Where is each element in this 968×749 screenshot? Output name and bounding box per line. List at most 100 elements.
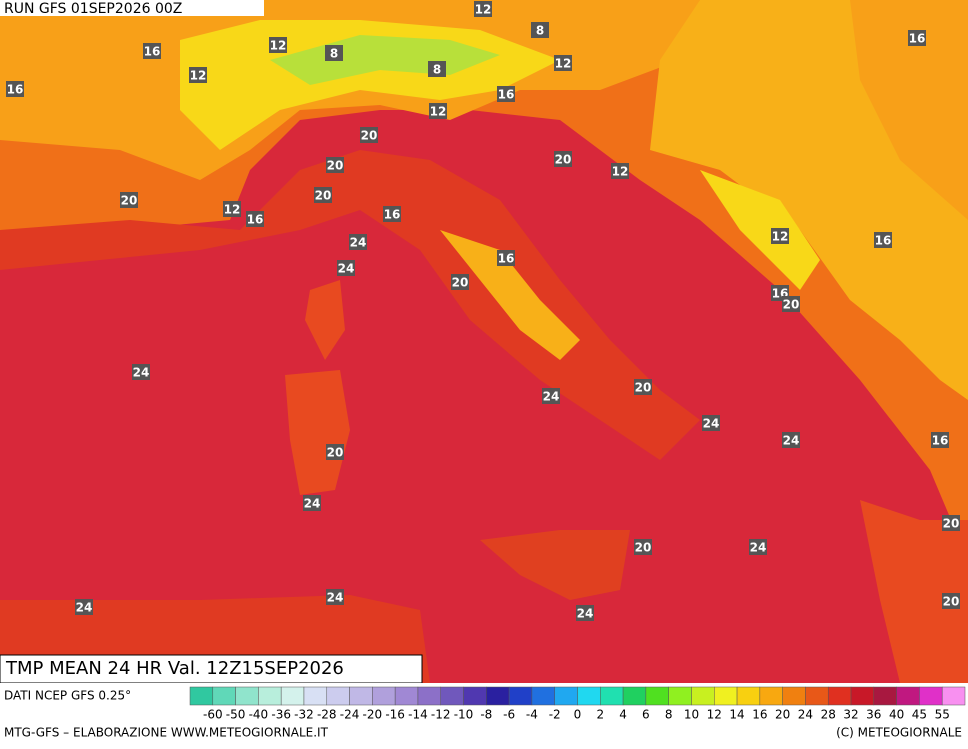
colorbar-label: -10	[454, 708, 474, 722]
contour-label: 20	[943, 595, 960, 609]
colorbar-label: -6	[503, 708, 515, 722]
temperature-fields	[0, 0, 968, 683]
contour-label: 16	[247, 213, 264, 227]
contour-label-box	[6, 81, 24, 97]
colorbar-label: 55	[935, 708, 950, 722]
field-title: TMP MEAN 24 HR Val. 12Z15SEP2026	[5, 658, 344, 679]
contour-label: 12	[612, 165, 629, 179]
colorbar-swatch	[212, 686, 236, 706]
colorbar-label: -8	[480, 708, 492, 722]
colorbar-swatch	[850, 686, 875, 706]
contour-label-box	[874, 232, 892, 248]
contour-label-box	[303, 495, 321, 511]
contour-label: 8	[433, 63, 441, 77]
contour-label: 24	[543, 390, 560, 404]
colorbar-label: -2	[549, 708, 561, 722]
colorbar-swatch	[805, 686, 829, 706]
colorbar-swatch	[440, 686, 464, 706]
colorbar-label: -32	[294, 708, 314, 722]
colorbar-swatch	[189, 686, 214, 706]
contour-label-box	[383, 206, 401, 222]
contour-label-box	[189, 67, 207, 83]
colorbar-label: -16	[385, 708, 405, 722]
contour-label: 12	[475, 3, 492, 17]
contour-label: 12	[430, 105, 447, 119]
contour-label-box	[782, 296, 800, 312]
colorbar-swatch	[486, 686, 510, 706]
colorbar-label: 14	[729, 708, 744, 722]
contour-label-box	[576, 605, 594, 621]
contour-label-box	[542, 388, 560, 404]
colorbar-swatch	[280, 686, 305, 706]
contour-label: 20	[635, 381, 652, 395]
colorbar-label: 20	[775, 708, 790, 722]
contour-label: 16	[498, 88, 515, 102]
colorbar-label: -12	[431, 708, 451, 722]
colorbar-swatch	[508, 686, 533, 706]
contour-label-box	[702, 415, 720, 431]
colorbar-label: 16	[752, 708, 767, 722]
contour-label-box	[314, 187, 332, 203]
contour-label: 16	[7, 83, 24, 97]
contour-label: 20	[452, 276, 469, 290]
contour-label-box	[749, 539, 767, 555]
colorbar-swatch	[577, 686, 601, 706]
colorbar-label: 0	[574, 708, 582, 722]
contour-label: 16	[498, 252, 515, 266]
header-box	[0, 0, 264, 16]
contour-label-box	[143, 43, 161, 59]
contour-label: 20	[121, 194, 138, 208]
contour-label-box	[132, 364, 150, 380]
contour-label: 20	[327, 446, 344, 460]
colorbar-swatch	[417, 686, 441, 706]
contour-label: 24	[577, 607, 594, 621]
colorbar-swatch	[759, 686, 783, 706]
contour-label: 20	[943, 517, 960, 531]
colorbar-label: -28	[317, 708, 337, 722]
colorbar-swatch	[896, 686, 920, 706]
contour-label: 20	[315, 189, 332, 203]
colorbar-label: 36	[866, 708, 881, 722]
contour-label-box	[246, 211, 264, 227]
contour-label: 20	[555, 153, 572, 167]
colorbar-swatch	[554, 686, 578, 706]
colorbar-label: -50	[226, 708, 246, 722]
contour-label-box	[531, 22, 549, 38]
colorbar-swatch	[235, 686, 259, 706]
contour-label-box	[325, 45, 343, 61]
contour-label-box	[474, 1, 492, 17]
contour-label: 12	[224, 203, 241, 217]
colorbar-label: 24	[798, 708, 813, 722]
contour-label-box	[931, 432, 949, 448]
contour-label-box	[942, 593, 960, 609]
contour-label: 24	[133, 366, 150, 380]
colorbar-label: -40	[249, 708, 269, 722]
colorbar-label: 32	[843, 708, 858, 722]
contour-label-box	[634, 379, 652, 395]
contour-label: 16	[875, 234, 892, 248]
colorbar-swatch	[258, 686, 282, 706]
colorbar-swatch	[714, 686, 738, 706]
colorbar-swatch	[691, 686, 715, 706]
data-source: DATI NCEP GFS 0.25°	[4, 689, 131, 703]
contour-label: 20	[783, 298, 800, 312]
colorbar-label: 6	[642, 708, 650, 722]
contour-label: 20	[327, 159, 344, 173]
colorbar-swatch	[736, 686, 761, 706]
contour-label: 12	[772, 230, 789, 244]
contour-label: 24	[338, 262, 355, 276]
contour-label: 16	[909, 32, 926, 46]
contour-label-box	[497, 250, 515, 266]
contour-label-box	[429, 103, 447, 119]
colorbar-label: -14	[408, 708, 428, 722]
contour-label-box	[326, 157, 344, 173]
colorbar-label: -24	[340, 708, 360, 722]
colorbar-swatch	[827, 686, 852, 706]
contour-label: 24	[703, 417, 720, 431]
colorbar-label: 40	[889, 708, 904, 722]
contour-label: 20	[635, 541, 652, 555]
colorbar-label: 10	[684, 708, 699, 722]
colorbar-swatch	[645, 686, 669, 706]
contour-label-box	[326, 589, 344, 605]
